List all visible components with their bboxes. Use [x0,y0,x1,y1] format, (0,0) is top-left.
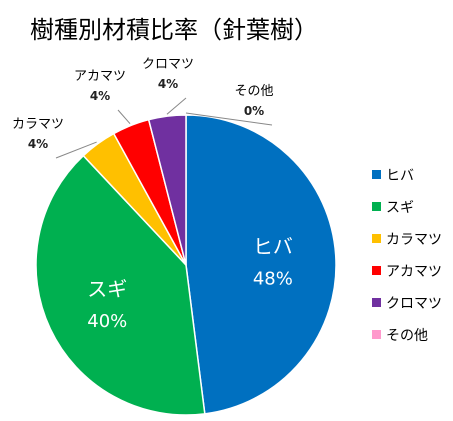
legend-swatch-1 [372,202,381,211]
legend-label-4: クロマツ [386,296,442,312]
slice-label-name-0: ヒバ [253,235,293,259]
legend-label-2: カラマツ [386,232,442,248]
legend-swatch-5 [372,330,381,339]
legend-swatch-4 [372,298,381,307]
chart-title: 樹種別材積比率（針葉樹） [30,16,318,44]
slice-1 [35,154,206,416]
legend-swatch-0 [372,170,381,179]
leader-lines [55,97,273,159]
pie-slices [35,114,337,416]
slice-label-percent-0: 48% [253,269,293,290]
data-labels: ヒバ 48% スギ 40% カラマツ 4% アカマツ 4% クロマツ 4% その他 0% [12,57,293,332]
leader-line-3 [117,109,131,125]
slice-0 [185,114,337,415]
slice-label-name-4: クロマツ [142,57,194,72]
legend-swatch-2 [372,234,381,243]
legend-label-1: スギ [386,200,414,216]
slice-label-name-1: スギ [87,277,127,301]
slice-label-percent-1: 40% [87,311,127,332]
slice-label-percent-4: 4% [158,77,178,91]
legend-label-3: アカマツ [386,264,442,280]
legend-swatch-3 [372,266,381,275]
slice-4 [147,114,187,266]
slice-label-percent-3: 4% [90,89,110,103]
slice-label-name-5: その他 [234,84,273,99]
leader-line-2 [55,141,97,159]
slice-label-percent-2: 4% [28,137,48,151]
legend-label-5: その他 [386,328,428,344]
slice-label-name-2: カラマツ [12,117,64,132]
leader-line-4 [166,97,187,115]
legend-label-0: ヒバ [386,168,414,184]
leader-line-5 [185,112,273,126]
slice-label-percent-5: 0% [244,104,264,118]
slice-label-name-3: アカマツ [74,69,126,84]
